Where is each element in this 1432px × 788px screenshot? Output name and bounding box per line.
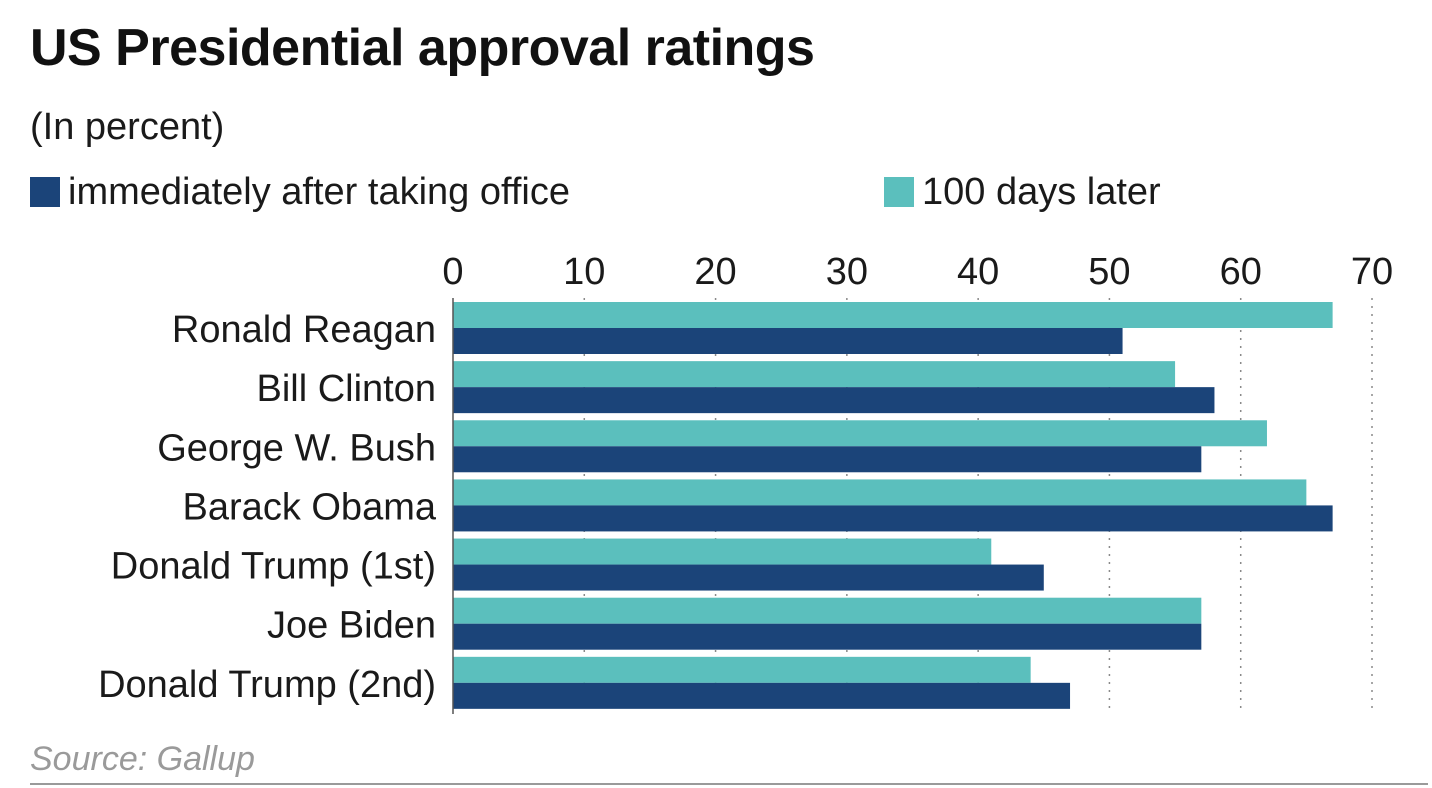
x-tick-label-60: 60 <box>1220 251 1262 293</box>
category-label-3: Barack Obama <box>183 486 437 528</box>
bar-100-days-later-6 <box>453 656 1031 683</box>
bar-after-taking-office-2 <box>453 446 1202 473</box>
bar-100-days-later-2 <box>453 420 1267 447</box>
x-tick-label-30: 30 <box>826 251 868 293</box>
chart-subtitle: (In percent) <box>30 106 225 148</box>
legend-label-after-taking-office: immediately after taking office <box>68 170 570 213</box>
category-label-6: Donald Trump (2nd) <box>98 664 436 706</box>
x-tick-label-70: 70 <box>1351 251 1393 293</box>
bar-after-taking-office-5 <box>453 623 1202 650</box>
bar-100-days-later-5 <box>453 597 1202 624</box>
footer-divider <box>30 783 1428 785</box>
x-tick-label-10: 10 <box>563 251 605 293</box>
x-tick-label-50: 50 <box>1088 251 1130 293</box>
bar-after-taking-office-0 <box>453 328 1123 354</box>
source-note: Source: Gallup <box>30 740 255 778</box>
x-tick-label-20: 20 <box>694 251 736 293</box>
chart-title: US Presidential approval ratings <box>30 19 815 77</box>
category-labels: Ronald Reagan Bill Clinton George W. Bush B… <box>98 309 437 706</box>
bar-after-taking-office-1 <box>453 387 1215 414</box>
bar-after-taking-office-4 <box>453 564 1044 591</box>
legend-item-after-taking-office: immediately after taking office <box>30 168 570 216</box>
category-label-4: Donald Trump (1st) <box>111 546 436 588</box>
legend-swatch-after-taking-office <box>30 177 60 207</box>
bar-100-days-later-0 <box>453 302 1333 328</box>
bar-100-days-later-1 <box>453 361 1176 388</box>
legend-item-100-days-later: 100 days later <box>884 168 1161 216</box>
bar-layer <box>453 302 1333 709</box>
legend-label-100-days-later: 100 days later <box>922 170 1161 213</box>
bar-100-days-later-4 <box>453 538 992 565</box>
x-tick-label-0: 0 <box>442 251 463 293</box>
x-tick-label-40: 40 <box>957 251 999 293</box>
category-label-2: George W. Bush <box>157 427 436 469</box>
legend-swatch-100-days-later <box>884 177 914 207</box>
x-axis-tick-labels: 0 10 20 30 40 50 60 70 <box>442 251 1393 293</box>
bar-after-taking-office-3 <box>453 505 1333 532</box>
bar-after-taking-office-6 <box>453 682 1071 709</box>
category-label-1: Bill Clinton <box>256 368 436 410</box>
grid-layer <box>583 298 1373 714</box>
category-label-5: Joe Biden <box>267 605 436 647</box>
category-label-0: Ronald Reagan <box>172 309 436 351</box>
bar-100-days-later-3 <box>453 479 1307 506</box>
